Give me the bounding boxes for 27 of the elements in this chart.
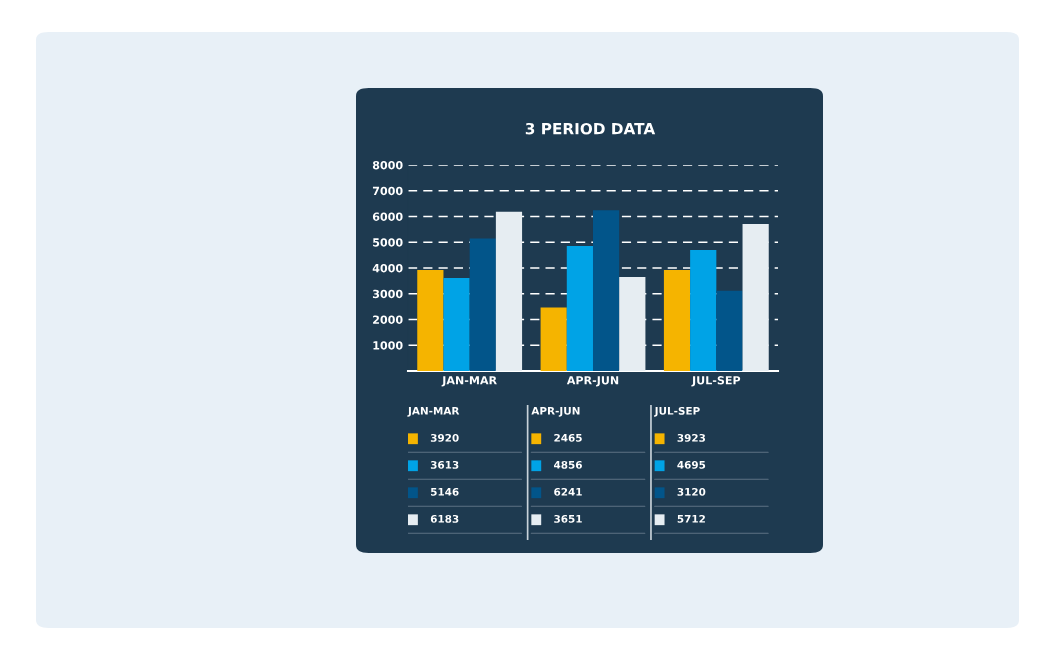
chart-title: 3 PERIOD DATA: [525, 122, 656, 135]
y-tick-label: 2000: [373, 315, 403, 324]
x-tick-label: JUL-SEP: [691, 376, 741, 387]
y-tick-label: 6000: [372, 212, 403, 221]
y-tick-label: 8000: [372, 160, 403, 170]
category-label: JAN-MAR: [407, 407, 460, 417]
y-tick-label: 1000: [373, 341, 403, 350]
data-label: 3923: [677, 433, 706, 442]
data-label: 4856: [554, 460, 582, 469]
data-label: 6241: [554, 487, 582, 496]
data-label: 3120: [677, 487, 706, 496]
x-tick-label: APR-JUN: [566, 376, 619, 387]
data-label: 3920: [430, 433, 459, 442]
y-tick-label: 3000: [372, 289, 403, 299]
y-tick-label: 5000: [373, 238, 403, 247]
data-label: 3613: [430, 460, 459, 469]
x-tick-label: JAN-MAR: [441, 376, 497, 387]
category-label: APR-JUN: [531, 407, 580, 417]
data-label: 5712: [677, 514, 705, 523]
y-tick-label: 7000: [372, 186, 403, 196]
data-label: 2465: [554, 433, 582, 442]
data-label: 4695: [677, 460, 706, 469]
data-label: 5146: [431, 487, 459, 496]
data-label: 3651: [554, 514, 582, 523]
y-tick-label: 4000: [372, 263, 403, 273]
data-label: 6183: [430, 514, 459, 523]
category-label: JUL-SEP: [654, 406, 700, 417]
